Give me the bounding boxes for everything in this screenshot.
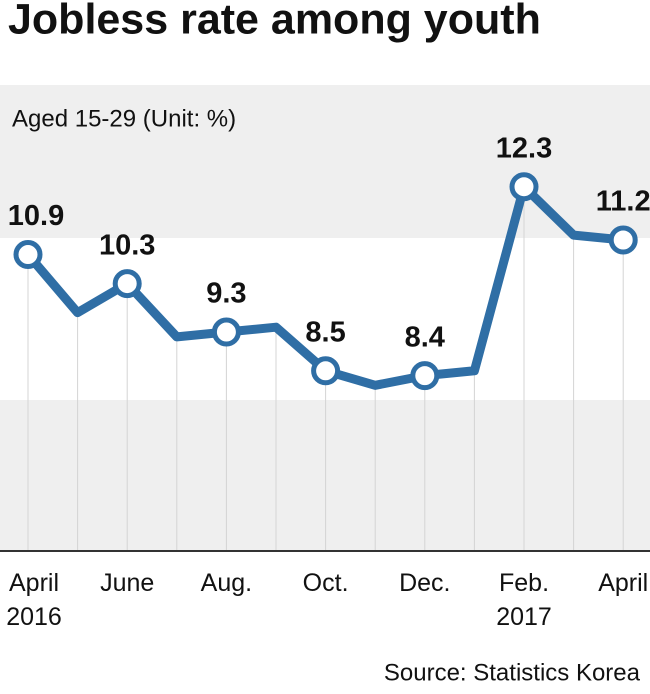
chart-title: Jobless rate among youth bbox=[8, 0, 541, 43]
data-label: 10.9 bbox=[8, 200, 64, 232]
background-band bbox=[0, 85, 650, 238]
data-point bbox=[410, 361, 440, 391]
x-tick-label: Oct. bbox=[303, 569, 349, 597]
x-tick-label: Dec. bbox=[399, 569, 450, 597]
data-label: 12.3 bbox=[496, 132, 552, 164]
background-band bbox=[0, 400, 650, 550]
data-point bbox=[112, 269, 142, 299]
data-point bbox=[311, 356, 341, 386]
data-label: 10.3 bbox=[99, 229, 155, 261]
data-label: 9.3 bbox=[206, 278, 246, 310]
x-tick-label: April 2016 bbox=[6, 569, 62, 631]
x-tick-label: Aug. bbox=[201, 569, 252, 597]
subtitle: Aged 15-29 (Unit: %) bbox=[12, 105, 236, 132]
x-tick-label: June bbox=[100, 569, 154, 597]
source: Source: Statistics Korea bbox=[384, 659, 641, 686]
data-label: 8.4 bbox=[405, 321, 445, 353]
data-point bbox=[13, 240, 43, 270]
data-label: 11.2 bbox=[596, 186, 650, 218]
x-tick-label: Feb. 2017 bbox=[496, 569, 552, 631]
data-point bbox=[509, 172, 539, 202]
data-point bbox=[608, 225, 638, 255]
x-tick-label: April bbox=[598, 569, 648, 597]
data-point bbox=[211, 317, 241, 347]
data-label: 8.5 bbox=[305, 316, 345, 348]
